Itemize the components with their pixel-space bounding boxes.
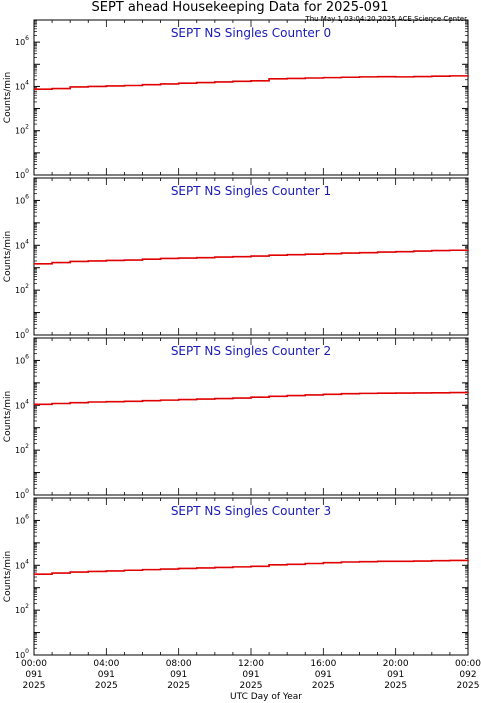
y-tick-label: 104 <box>15 398 29 410</box>
panels: 100 102 104 106 SEPT NS Singles Counter 0 Cou… <box>3 19 469 660</box>
data-line <box>34 391 469 406</box>
x-tick-time: 08:00 <box>166 659 192 669</box>
figure-title: SEPT ahead Housekeeping Data for 2025-09… <box>92 0 389 15</box>
y-tick-label: 102 <box>15 443 29 455</box>
x-tick-year: 2025 <box>457 681 480 691</box>
y-tick-label: 104 <box>15 558 29 570</box>
panel-title: SEPT NS Singles Counter 3 <box>171 504 331 518</box>
data-line <box>34 559 469 576</box>
x-tick-day: 091 <box>387 670 404 680</box>
y-axis-label: Counts/min <box>3 72 13 123</box>
panel-title: SEPT NS Singles Counter 0 <box>171 26 331 40</box>
x-axis: 00:00091202504:00091202508:00091202512:0… <box>21 659 481 691</box>
x-tick-day: 091 <box>242 670 259 680</box>
y-tick-label: 102 <box>15 283 29 295</box>
x-tick-year: 2025 <box>240 681 263 691</box>
plot-frame <box>33 19 469 176</box>
x-tick-time: 20:00 <box>383 659 409 669</box>
x-tick-year: 2025 <box>384 681 407 691</box>
x-tick-day: 091 <box>25 670 42 680</box>
y-tick-label: 104 <box>15 79 29 91</box>
panel-title: SEPT NS Singles Counter 2 <box>171 344 331 358</box>
y-tick-label: 106 <box>15 193 29 205</box>
y-axis-label: Counts/min <box>3 391 13 442</box>
x-tick-time: 04:00 <box>93 659 119 669</box>
y-axis-label: Counts/min <box>3 551 13 602</box>
panel-0: 100 102 104 106 SEPT NS Singles Counter 0 Cou… <box>3 19 469 180</box>
x-tick-year: 2025 <box>95 681 118 691</box>
x-tick-year: 2025 <box>312 681 335 691</box>
y-axis-label: Counts/min <box>3 231 13 282</box>
x-tick-time: 00:00 <box>455 659 481 669</box>
x-tick-time: 12:00 <box>238 659 264 669</box>
y-tick-label: 102 <box>15 603 29 615</box>
x-tick-time: 16:00 <box>310 659 336 669</box>
plot-frame <box>33 337 469 496</box>
y-tick-label: 106 <box>15 35 29 47</box>
panel-3: 100 102 104 106 SEPT NS Singles Counter 3 Cou… <box>3 497 469 660</box>
y-tick-label: 106 <box>15 513 29 525</box>
x-tick-day: 091 <box>315 670 332 680</box>
x-tick-year: 2025 <box>167 681 190 691</box>
data-line <box>34 249 469 265</box>
timestamp: Thu May 1 03:04:20 2025 ACE Science Cent… <box>304 15 467 23</box>
y-tick-label: 104 <box>15 238 29 250</box>
data-line <box>34 75 469 90</box>
panel-title: SEPT NS Singles Counter 1 <box>171 184 331 198</box>
y-tick-label: 100 <box>15 328 29 340</box>
plot-frame <box>33 497 469 656</box>
y-tick-label: 102 <box>15 124 29 136</box>
x-tick-day: 091 <box>98 670 115 680</box>
panel-2: 100 102 104 106 SEPT NS Singles Counter 2 Cou… <box>3 337 469 500</box>
x-tick-day: 091 <box>170 670 187 680</box>
x-tick-year: 2025 <box>23 681 46 691</box>
x-tick-day: 092 <box>459 670 476 680</box>
y-tick-label: 100 <box>15 648 29 660</box>
panel-1: 100 102 104 106 SEPT NS Singles Counter 1 Cou… <box>3 177 469 340</box>
x-axis-label: UTC Day of Year <box>230 692 302 702</box>
y-tick-label: 106 <box>15 353 29 365</box>
y-tick-label: 100 <box>15 488 29 500</box>
y-tick-label: 100 <box>15 168 29 180</box>
x-tick-time: 00:00 <box>21 659 47 669</box>
